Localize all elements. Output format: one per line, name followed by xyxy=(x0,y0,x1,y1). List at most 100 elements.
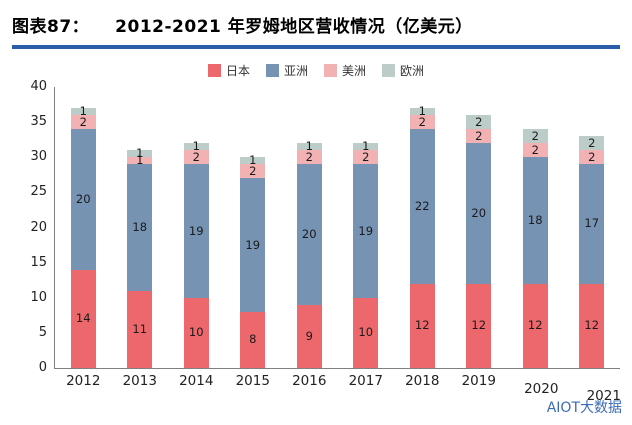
segment-欧洲-2020: 2 xyxy=(522,129,548,144)
segment-value-label: 1 xyxy=(418,104,426,119)
segment-美洲-2020: 2 xyxy=(522,143,548,158)
y-tick-label: 0 xyxy=(38,360,47,375)
segment-value-label: 2 xyxy=(475,128,483,143)
segment-欧洲-2014: 1 xyxy=(183,140,209,152)
x-axis-label-2021: 2021 xyxy=(586,388,621,404)
segment-value-label: 22 xyxy=(414,198,430,213)
segment-value-label: 18 xyxy=(132,220,148,235)
y-tick-label: 35 xyxy=(30,114,47,130)
segment-亚洲-2021: 17 xyxy=(579,164,605,284)
x-axis-label-2012: 2012 xyxy=(66,373,101,389)
segment-美洲-2012: 2 xyxy=(70,114,96,130)
bar-2012: 14 20 2 1 2012 xyxy=(66,104,100,389)
legend-item-美洲: 美洲 xyxy=(324,62,366,79)
segment-value-label: 19 xyxy=(358,223,374,238)
figure-number-label: 图表87： xyxy=(12,17,90,37)
segment-value-label: 2 xyxy=(362,149,370,164)
segment-value-label: 1 xyxy=(362,139,370,154)
bar-2019: 12 20 2 2 2019 xyxy=(462,114,496,389)
segment-欧洲-2015: 1 xyxy=(240,153,266,168)
segment-value-label: 20 xyxy=(75,191,91,206)
segment-日本-2013: 11 xyxy=(127,290,153,368)
bars-container: 14 20 2 1 2012 11 18 1 1 2013 10 19 2 1 2014 8 19 2 1 2015 9… xyxy=(55,87,621,404)
y-tick-label: 30 xyxy=(30,149,47,165)
segment-亚洲-2017: 19 xyxy=(353,164,379,298)
page-title: 图表87： 2012-2021 年罗姆地区营收情况（亿美元） xyxy=(12,12,620,37)
legend-label: 美洲 xyxy=(342,64,367,78)
legend-swatch-icon xyxy=(207,64,221,77)
x-axis-label-2018: 2018 xyxy=(405,373,440,389)
segment-value-label: 2 xyxy=(588,135,596,150)
bar-2015: 8 19 2 1 2015 xyxy=(236,153,270,389)
y-tick-label: 10 xyxy=(30,289,47,305)
bar-2018: 12 22 2 1 2018 xyxy=(405,104,439,389)
segment-value-label: 9 xyxy=(305,328,313,343)
segment-value-label: 12 xyxy=(527,318,543,333)
segment-日本-2012: 14 xyxy=(70,269,96,368)
segment-欧洲-2021: 2 xyxy=(579,135,605,151)
segment-美洲-2014: 2 xyxy=(183,149,209,165)
segment-日本-2016: 9 xyxy=(296,304,322,368)
segment-日本-2018: 12 xyxy=(409,283,435,368)
legend-swatch-icon xyxy=(265,64,279,77)
legend-swatch-icon xyxy=(324,64,337,77)
segment-value-label: 14 xyxy=(75,311,91,326)
legend-item-日本: 日本 xyxy=(207,62,250,79)
segment-欧洲-2018: 1 xyxy=(409,104,435,119)
x-axis-label-2015: 2015 xyxy=(235,373,270,389)
segment-value-label: 1 xyxy=(305,139,313,154)
chart: 0 5 10 15 20 25 30 35 40 14 20 2 1 2012 11 18 1 1 2013 10 19… xyxy=(0,79,632,404)
legend-swatch-icon xyxy=(382,64,396,77)
watermark: AIOT大数据 xyxy=(546,400,622,416)
legend-label: 欧洲 xyxy=(400,64,425,78)
segment-value-label: 2 xyxy=(475,114,483,129)
segment-value-label: 10 xyxy=(188,325,204,340)
segment-日本-2021: 12 xyxy=(579,283,605,368)
segment-value-label: 2 xyxy=(588,149,596,164)
legend: 日本 亚洲 美洲 欧洲 xyxy=(0,62,632,79)
x-axis-label-2016: 2016 xyxy=(292,373,327,389)
segment-value-label: 19 xyxy=(188,223,204,238)
segment-value-label: 12 xyxy=(471,318,487,333)
segment-美洲-2019: 2 xyxy=(466,128,492,144)
segment-美洲-2021: 2 xyxy=(579,149,605,165)
segment-value-label: 2 xyxy=(79,114,87,129)
segment-value-label: 1 xyxy=(136,146,144,161)
segment-value-label: 19 xyxy=(245,237,261,252)
segment-亚洲-2015: 19 xyxy=(240,178,266,312)
x-axis-label-2019: 2019 xyxy=(461,373,496,389)
segment-value-label: 1 xyxy=(79,104,87,119)
segment-value-label: 2 xyxy=(418,114,426,129)
x-axis-label-2017: 2017 xyxy=(348,373,383,389)
legend-label: 日本 xyxy=(225,64,250,78)
segment-value-label: 20 xyxy=(471,205,487,220)
segment-value-label: 12 xyxy=(414,318,430,333)
segment-日本-2020: 12 xyxy=(522,283,548,368)
segment-日本-2017: 10 xyxy=(353,297,379,368)
segment-value-label: 1 xyxy=(136,153,144,168)
segment-value-label: 1 xyxy=(249,153,257,168)
bar-2017: 10 19 2 1 2017 xyxy=(349,139,383,389)
bar-2020: 12 18 2 2 2020 xyxy=(522,129,558,397)
legend-label: 亚洲 xyxy=(283,64,308,78)
segment-美洲-2016: 2 xyxy=(296,149,322,165)
segment-日本-2014: 10 xyxy=(183,297,209,368)
y-tick-label: 25 xyxy=(30,184,47,200)
bar-2021: 12 17 2 2 2021 xyxy=(579,135,621,404)
y-tick-label: 40 xyxy=(30,79,47,94)
x-axis-label-2020: 2020 xyxy=(524,381,559,397)
segment-美洲-2015: 2 xyxy=(240,164,266,179)
segment-日本-2019: 12 xyxy=(466,283,492,368)
segment-美洲-2013: 1 xyxy=(127,153,153,168)
y-tick-label: 20 xyxy=(30,219,47,235)
segment-value-label: 2 xyxy=(305,149,313,164)
segment-value-label: 17 xyxy=(584,216,600,231)
segment-亚洲-2018: 22 xyxy=(409,129,435,284)
y-tick-label: 15 xyxy=(30,254,47,270)
figure-title-text: 2012-2021 年罗姆地区营收情况（亿美元） xyxy=(115,17,473,37)
segment-value-label: 11 xyxy=(132,321,148,336)
bar-2016: 9 20 2 1 2016 xyxy=(292,139,326,389)
segment-value-label: 12 xyxy=(584,318,600,333)
segment-value-label: 2 xyxy=(192,149,200,164)
x-axis-label-2014: 2014 xyxy=(179,373,214,389)
